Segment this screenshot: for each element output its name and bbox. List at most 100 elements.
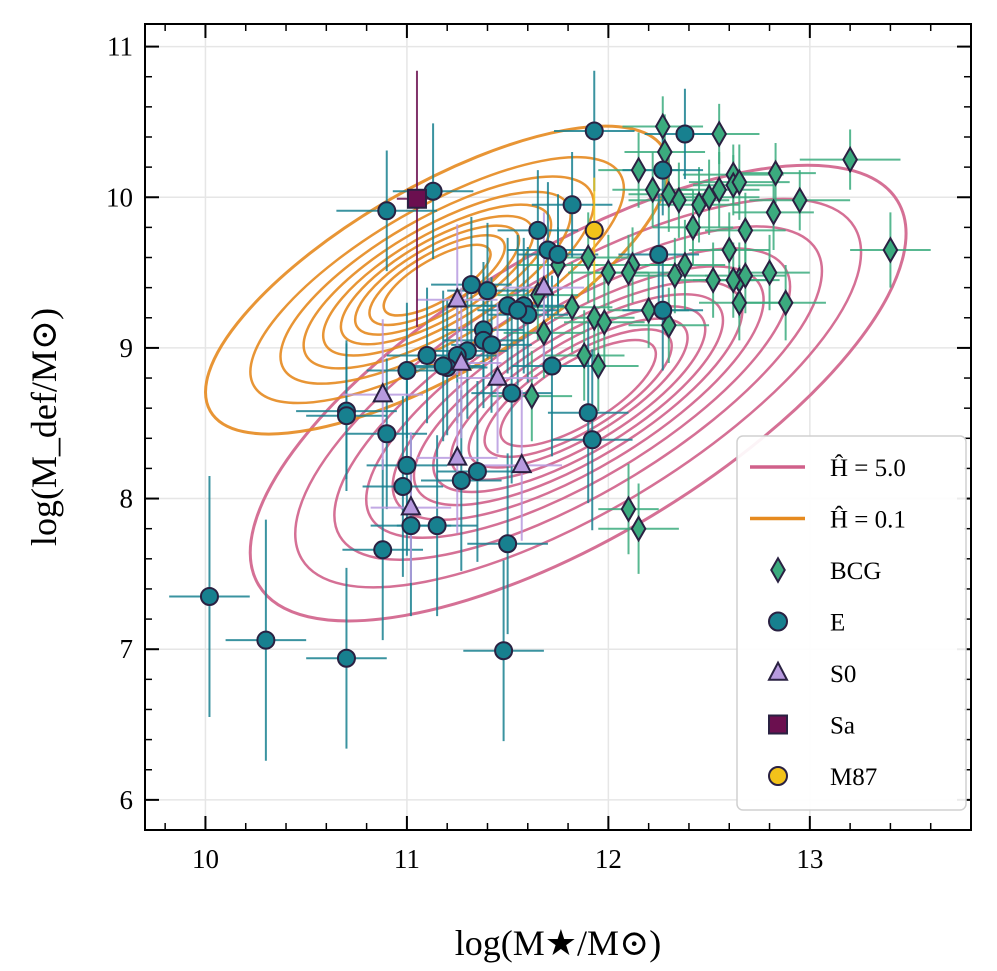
s0-point: [533, 275, 555, 296]
y-tick-label: 10: [106, 182, 133, 212]
bcg-point: [882, 236, 899, 264]
bcg-point: [576, 341, 593, 370]
s0-point: [446, 287, 468, 308]
e-point: [423, 181, 443, 201]
x-tick-label: 11: [394, 844, 420, 874]
x-tick-label: 12: [595, 844, 622, 874]
bcg-point: [564, 293, 581, 321]
bcg-point: [725, 266, 742, 294]
legend-label: S0: [830, 661, 856, 688]
bcg-point: [660, 180, 677, 208]
x-tick-label: 13: [796, 844, 823, 874]
e-point: [653, 300, 673, 320]
e-point: [427, 516, 447, 536]
e-point: [417, 345, 437, 365]
legend-marker-swatch: [768, 714, 788, 735]
x-axis-title: log(M★/M⊙): [455, 923, 661, 963]
legend-label: E: [830, 610, 845, 637]
plot-frame: [144, 23, 972, 831]
e-point: [482, 335, 502, 355]
legend-label: Ĥ = 5.0: [830, 454, 906, 482]
e-point: [542, 356, 562, 376]
e-point: [397, 361, 417, 381]
bcg-point: [620, 495, 637, 523]
e-point: [502, 383, 522, 403]
contour-line: [249, 155, 626, 405]
e-point: [649, 245, 669, 265]
bcg-point: [580, 243, 597, 272]
y-tick-label: 6: [120, 785, 134, 815]
bcg-point: [761, 258, 778, 287]
e-point: [401, 516, 421, 536]
e-point: [336, 406, 356, 426]
bcg-point: [596, 308, 613, 336]
bcg-point: [721, 236, 738, 264]
legend-label: Sa: [830, 713, 855, 740]
bcg-point: [535, 319, 552, 347]
bcg-point: [654, 112, 671, 141]
contour-line: [279, 175, 595, 385]
bcg-point: [630, 514, 647, 543]
bcg-point: [737, 261, 754, 290]
e-point: [578, 403, 598, 423]
bcg-point: [644, 176, 661, 204]
bcg-point: [767, 159, 784, 187]
e-point: [498, 534, 518, 554]
e-point: [508, 300, 528, 320]
s0-point: [372, 382, 394, 403]
tick-labels: 10 11 12 13 6 7 8 9 10 11: [106, 32, 823, 874]
s0-point: [400, 495, 422, 516]
e-point: [675, 124, 695, 144]
e-point: [562, 195, 582, 215]
e-point: [373, 540, 393, 560]
e-point: [256, 630, 276, 650]
legend: Ĥ = 5.0 Ĥ = 0.1 BCG E S0 Sa M87: [736, 435, 967, 811]
bcg-point: [731, 168, 748, 196]
legend-marker-swatch: [767, 660, 789, 681]
bcg-point: [765, 198, 782, 227]
e-point: [461, 275, 481, 295]
legend-marker-swatch: [768, 766, 788, 786]
legend-marker-swatch: [770, 556, 786, 584]
y-tick-label: 7: [120, 634, 134, 664]
y-tick-label: 9: [120, 333, 134, 363]
bcg-point: [590, 352, 607, 380]
bcg-point: [640, 296, 657, 324]
s0-point: [446, 445, 468, 466]
bcg-point: [711, 120, 728, 148]
data-markers: [199, 112, 899, 668]
e-point: [584, 121, 604, 141]
e-point: [393, 477, 413, 497]
bcg-point: [685, 213, 701, 242]
e-point: [199, 586, 219, 606]
bcg-point: [630, 156, 647, 184]
e-point: [494, 641, 514, 661]
m87-point: [584, 220, 604, 240]
e-point: [377, 424, 397, 444]
y-tick-label: 8: [120, 484, 134, 514]
contour-line: [353, 224, 521, 336]
e-point: [451, 470, 471, 490]
legend-marker-swatch: [768, 611, 788, 632]
e-point: [528, 220, 548, 240]
bcg-point: [705, 266, 722, 294]
bcg-point: [677, 251, 693, 279]
bcg-point: [711, 176, 728, 204]
s0-point: [450, 350, 472, 371]
e-point: [397, 455, 417, 475]
bcg-point: [666, 261, 683, 290]
sa-point: [406, 188, 427, 209]
e-point: [377, 201, 397, 221]
x-tick-label: 10: [192, 844, 219, 874]
e-point: [582, 430, 602, 450]
bcg-point: [737, 216, 754, 245]
legend-box: [736, 435, 967, 811]
e-point: [433, 356, 453, 376]
s0-point: [486, 365, 509, 386]
bcg-point: [777, 289, 794, 317]
legend-label: M87: [830, 764, 877, 791]
bcg-point: [660, 311, 677, 340]
y-tick-label: 11: [107, 32, 133, 62]
e-point: [477, 281, 497, 301]
